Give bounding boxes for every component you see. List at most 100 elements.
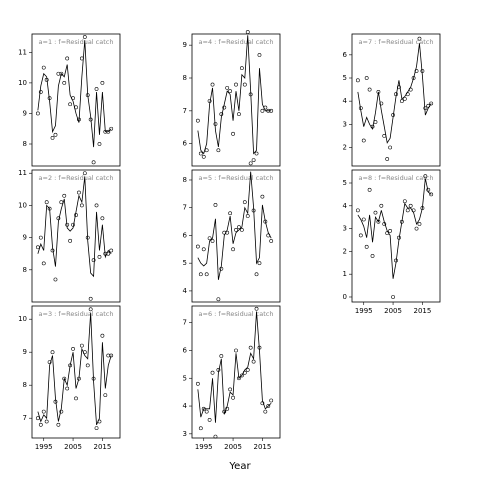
x-tick-label: 1995 <box>355 307 373 315</box>
panel-frame <box>351 169 441 303</box>
y-tick-label: 8 <box>23 381 27 389</box>
point <box>364 76 369 80</box>
panel-frame <box>31 169 121 303</box>
point <box>109 353 114 358</box>
panel-title: a=5 : f=Residual catch <box>199 174 274 182</box>
point <box>204 409 209 414</box>
fit-line <box>37 176 112 278</box>
point <box>429 101 434 106</box>
point <box>228 89 233 94</box>
y-tick-label: 3 <box>343 225 347 233</box>
point <box>97 255 102 259</box>
fit-line <box>197 35 272 155</box>
point <box>62 80 67 85</box>
point <box>38 90 43 94</box>
point <box>408 203 413 208</box>
fit-line <box>357 178 432 279</box>
y-tick-label: 5 <box>343 179 347 187</box>
point <box>254 306 259 311</box>
point <box>429 192 434 197</box>
point <box>361 217 366 222</box>
point <box>207 236 212 241</box>
point <box>213 434 218 439</box>
x-tick-label: 2005 <box>384 307 402 315</box>
fit-line <box>197 171 272 280</box>
point <box>38 422 43 427</box>
y-tick-label: 5 <box>183 259 187 267</box>
x-tick-label: 2015 <box>413 307 431 315</box>
panel-frame <box>31 305 121 439</box>
fit-line <box>37 40 112 148</box>
y-tick-label: 11 <box>18 169 27 177</box>
point <box>257 261 262 266</box>
point <box>402 96 407 101</box>
panel-frame <box>191 33 281 167</box>
point <box>367 87 372 92</box>
point <box>379 203 384 208</box>
point <box>239 373 244 378</box>
y-tick-label: 7 <box>183 107 187 115</box>
point <box>41 65 46 70</box>
point <box>198 426 203 431</box>
point <box>417 36 422 41</box>
point <box>103 393 108 398</box>
point <box>91 160 96 165</box>
point <box>405 208 410 213</box>
y-tick-label: 4 <box>343 97 348 105</box>
point <box>94 203 99 208</box>
point <box>423 106 428 111</box>
point <box>248 345 253 350</box>
y-tick-label: 1 <box>343 270 347 278</box>
point <box>82 171 87 176</box>
point <box>109 126 114 131</box>
point <box>373 210 378 215</box>
point <box>47 360 52 365</box>
point <box>35 111 40 116</box>
y-tick-label: 3 <box>343 120 347 128</box>
point <box>213 203 218 207</box>
y-tick-label: 5 <box>343 74 347 82</box>
point <box>248 161 253 166</box>
point <box>388 145 393 150</box>
x-tick-label: 2005 <box>64 443 82 451</box>
point <box>35 416 40 421</box>
point <box>228 211 233 216</box>
panel-frame <box>191 305 281 439</box>
point <box>56 422 61 427</box>
point <box>399 99 404 104</box>
point <box>91 258 96 263</box>
point <box>71 346 75 351</box>
point <box>251 158 256 162</box>
point <box>219 354 224 358</box>
x-tick-label: 1995 <box>35 443 53 451</box>
y-tick-label: 4 <box>343 202 348 210</box>
y-tick-label: 7 <box>183 319 187 327</box>
fit-line <box>357 43 432 144</box>
point <box>198 272 203 277</box>
y-tick-label: 8 <box>183 74 187 82</box>
y-tick-label: 10 <box>18 79 27 87</box>
point <box>231 395 235 400</box>
point <box>263 409 268 414</box>
x-tick-label: 1995 <box>195 443 213 451</box>
point <box>88 307 93 312</box>
point <box>260 108 265 113</box>
point <box>35 245 40 250</box>
y-tick-label: 8 <box>183 176 187 184</box>
point <box>355 78 360 83</box>
y-tick-label: 2 <box>343 247 347 255</box>
point <box>44 200 49 205</box>
point <box>195 244 200 249</box>
y-tick-label: 9 <box>23 109 27 117</box>
panel-title: a=1 : f=Residual catch <box>39 38 114 46</box>
y-tick-label: 6 <box>183 346 188 354</box>
point <box>379 101 384 106</box>
point <box>94 426 99 431</box>
point <box>269 398 274 403</box>
point <box>88 296 93 301</box>
point <box>97 142 102 146</box>
y-tick-label: 9 <box>23 234 27 242</box>
point <box>68 102 73 107</box>
point <box>225 85 230 90</box>
x-tick-label: 2015 <box>93 443 111 451</box>
